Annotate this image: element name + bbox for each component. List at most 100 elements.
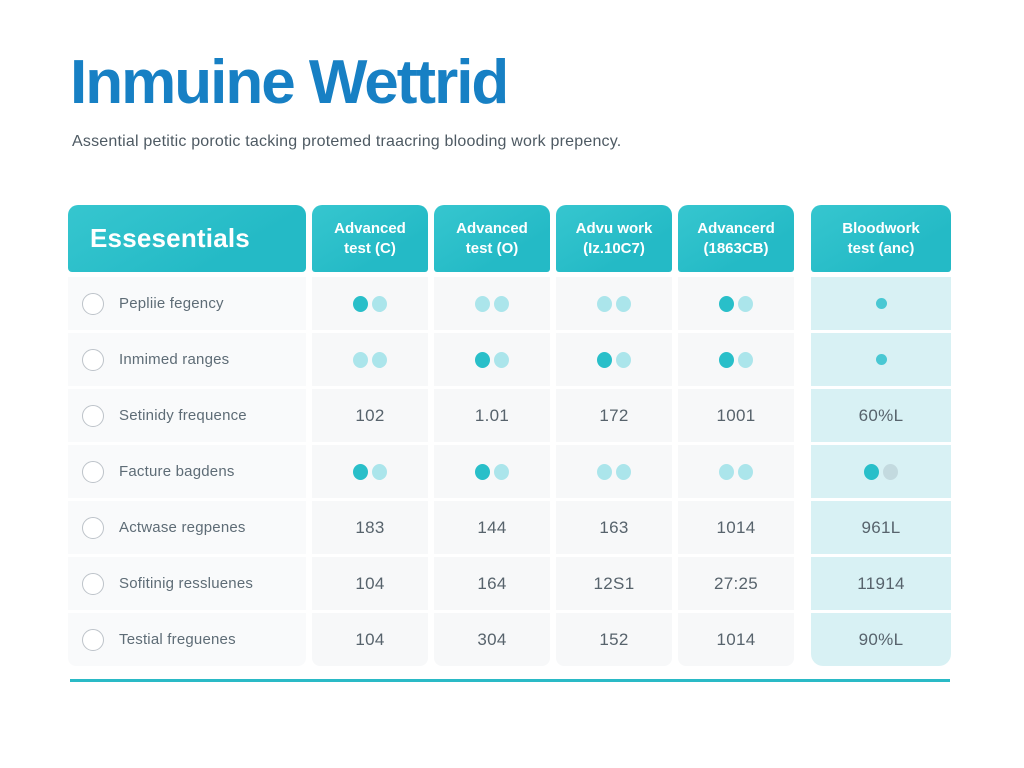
radio-icon[interactable] (82, 628, 104, 651)
value-cell: 11914 (811, 557, 951, 610)
rating-dots-cell (312, 277, 428, 330)
rating-dots-cell (434, 445, 550, 498)
table-row: Setinidy frequence 102 1.01 172 1001 60%L (68, 389, 951, 442)
single-dot-cell (811, 277, 951, 330)
dot-icon (738, 351, 753, 368)
row-label-cell: Facture bagdens (68, 445, 306, 498)
rating-dots-cell (434, 277, 550, 330)
row-label: Facture bagdens (119, 463, 235, 480)
value-cell: 164 (434, 557, 550, 610)
value-cell: 60%L (811, 389, 951, 442)
value-cell: 152 (556, 613, 672, 666)
dot-icon (875, 354, 887, 365)
dot-icon (719, 351, 734, 368)
row-label-cell: Actwase regpenes (68, 501, 306, 554)
table-row: Testial freguenes 104 304 152 1014 90%L (68, 613, 951, 666)
dot-icon (353, 295, 368, 312)
dot-icon (475, 463, 490, 480)
row-label-cell: Testial freguenes (68, 613, 306, 666)
dot-icon (353, 463, 368, 480)
table-row: Actwase regpenes 183 144 163 1014 961L (68, 501, 951, 554)
rating-dots-cell (678, 445, 794, 498)
dot-icon (883, 463, 898, 480)
dot-icon (616, 463, 631, 480)
table-body: Pepliie fegency Inmimed ranges Setinidy fr… (68, 277, 951, 666)
row-label-cell: Pepliie fegency (68, 277, 306, 330)
value-cell: 1001 (678, 389, 794, 442)
dot-icon (597, 463, 612, 480)
row-label: Actwase regpenes (119, 519, 246, 536)
single-dot-cell (811, 333, 951, 386)
table-row: Facture bagdens (68, 445, 951, 498)
feature-column-header: Essesentials (68, 205, 306, 272)
dot-icon (719, 463, 734, 480)
radio-icon[interactable] (82, 516, 104, 539)
dot-icon (372, 295, 387, 312)
value-cell: 304 (434, 613, 550, 666)
dot-icon (597, 351, 612, 368)
column-header: Advanced test (C) (312, 205, 428, 272)
value-cell: 183 (312, 501, 428, 554)
page-subtitle: Assential petitic porotic tacking protem… (72, 133, 622, 150)
rating-dots-cell (678, 333, 794, 386)
row-label: Setinidy frequence (119, 407, 247, 424)
row-label-cell: Sofitinig ressluenes (68, 557, 306, 610)
value-cell: 104 (312, 613, 428, 666)
row-label-cell: Inmimed ranges (68, 333, 306, 386)
rating-dots-cell (312, 333, 428, 386)
dot-icon (494, 463, 509, 480)
radio-icon[interactable] (82, 292, 104, 315)
rating-dots-cell (678, 277, 794, 330)
bottom-divider (70, 679, 950, 682)
rating-dots-cell (312, 445, 428, 498)
value-cell: 1014 (678, 613, 794, 666)
row-label: Sofitinig ressluenes (119, 575, 254, 592)
table-header-row: Essesentials Advanced test (C) Advanced t… (68, 205, 951, 272)
column-header: Bloodwork test (anc) (811, 205, 951, 272)
value-cell: 90%L (811, 613, 951, 666)
dot-icon (597, 295, 612, 312)
dot-icon (372, 351, 387, 368)
radio-icon[interactable] (82, 348, 104, 371)
dot-icon (475, 351, 490, 368)
rating-dots-cell (556, 277, 672, 330)
column-header: Advancerd (1863CB) (678, 205, 794, 272)
column-header: Advu work (Iz.10C7) (556, 205, 672, 272)
value-cell: 12S1 (556, 557, 672, 610)
value-cell: 104 (312, 557, 428, 610)
value-cell: 1014 (678, 501, 794, 554)
dot-icon (738, 295, 753, 312)
radio-icon[interactable] (82, 460, 104, 483)
value-cell: 27:25 (678, 557, 794, 610)
rating-dots-cell (434, 333, 550, 386)
table-row: Sofitinig ressluenes 104 164 12S1 27:25 11914 (68, 557, 951, 610)
dot-icon (494, 295, 509, 312)
value-cell: 144 (434, 501, 550, 554)
dot-icon (616, 295, 631, 312)
rating-dots-cell (556, 445, 672, 498)
row-label: Inmimed ranges (119, 351, 230, 368)
dot-icon (353, 351, 368, 368)
table-row: Pepliie fegency (68, 277, 951, 330)
dot-icon (372, 463, 387, 480)
value-cell: 1.01 (434, 389, 550, 442)
value-cell: 163 (556, 501, 672, 554)
dot-icon (875, 298, 887, 309)
rating-dots-cell (556, 333, 672, 386)
dot-icon (738, 463, 753, 480)
value-cell: 102 (312, 389, 428, 442)
row-label: Testial freguenes (119, 631, 236, 648)
dot-icon (719, 295, 734, 312)
radio-icon[interactable] (82, 572, 104, 595)
rating-dots-cell (811, 445, 951, 498)
value-cell: 961L (811, 501, 951, 554)
table-row: Inmimed ranges (68, 333, 951, 386)
dot-icon (616, 351, 631, 368)
comparison-table: Essesentials Advanced test (C) Advanced t… (68, 205, 951, 669)
dot-icon (475, 295, 490, 312)
radio-icon[interactable] (82, 404, 104, 427)
row-label: Pepliie fegency (119, 295, 224, 312)
value-cell: 172 (556, 389, 672, 442)
column-header: Advanced test (O) (434, 205, 550, 272)
